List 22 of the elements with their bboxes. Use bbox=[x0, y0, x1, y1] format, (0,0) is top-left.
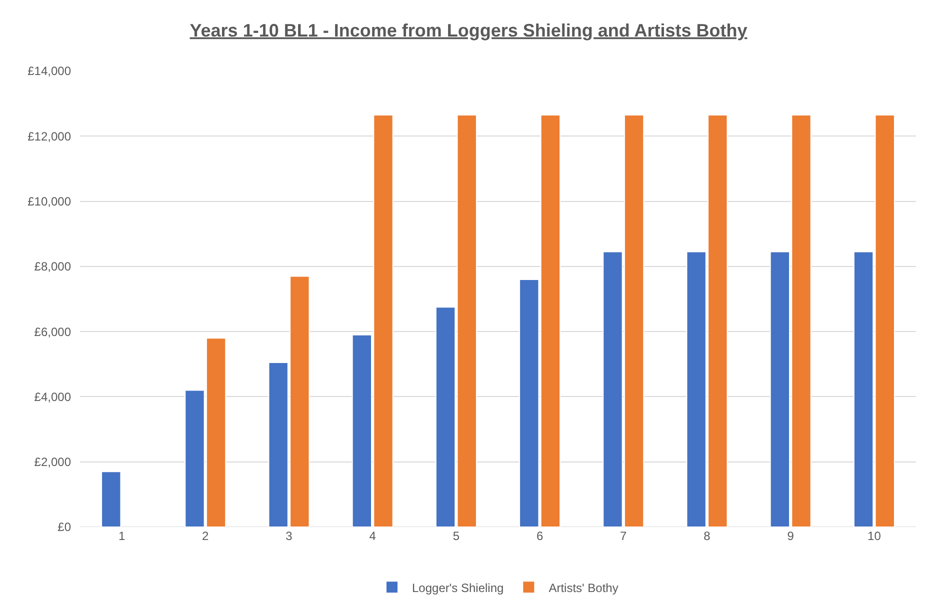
x-tick-label: 10 bbox=[868, 529, 882, 543]
y-tick-label: £6,000 bbox=[34, 324, 72, 339]
x-tick-label: 9 bbox=[787, 529, 794, 543]
chart-title: Years 1-10 BL1 - Income from Loggers Shieling and Artists Bothy bbox=[190, 20, 748, 40]
x-tick-label: 7 bbox=[620, 529, 628, 543]
x-tick-label: 4 bbox=[369, 529, 376, 543]
x-tick-label: 1 bbox=[118, 529, 126, 543]
x-tick-label: 3 bbox=[286, 529, 293, 543]
x-tick-label: 8 bbox=[704, 529, 711, 543]
y-tick-label: £0 bbox=[58, 520, 72, 534]
legend-label: Logger's Shieling bbox=[412, 580, 504, 595]
y-tick-label: £12,000 bbox=[28, 129, 72, 144]
y-tick-label: £8,000 bbox=[34, 260, 72, 274]
x-tick-label: 2 bbox=[202, 529, 210, 543]
y-tick-label: £10,000 bbox=[28, 194, 72, 208]
x-tick-label: 6 bbox=[536, 529, 544, 543]
y-tick-label: £2,000 bbox=[34, 455, 72, 470]
y-tick-label: £4,000 bbox=[34, 390, 72, 404]
legend-label: Artists' Bothy bbox=[548, 580, 618, 595]
x-tick-label: 5 bbox=[452, 529, 460, 543]
y-tick-label: £14,000 bbox=[28, 64, 72, 78]
bar bbox=[101, 471, 122, 527]
